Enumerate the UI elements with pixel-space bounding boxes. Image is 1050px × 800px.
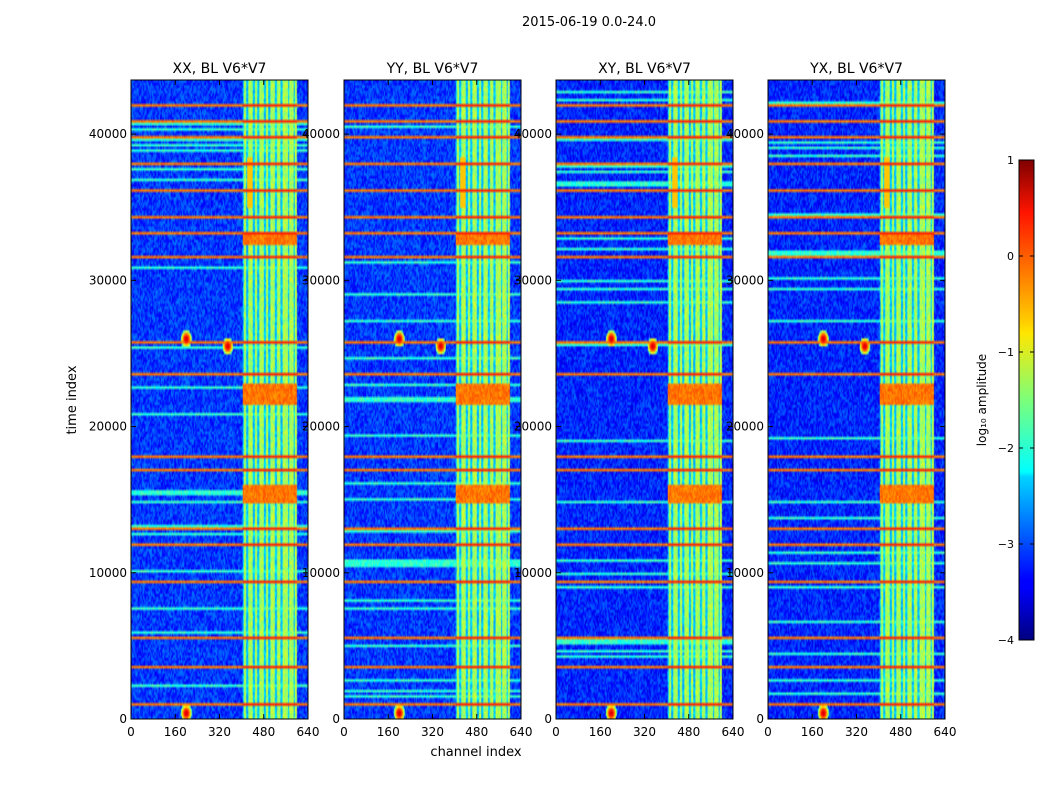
x-tick-label: 640 bbox=[510, 725, 533, 739]
x-tick-label: 480 bbox=[465, 725, 488, 739]
y-tick-label: 20000 bbox=[514, 420, 552, 434]
colorbar-tick-label: 1 bbox=[1007, 154, 1014, 167]
x-tick-label: 480 bbox=[252, 725, 275, 739]
panel-title: XX, BL V6*V7 bbox=[173, 61, 267, 77]
y-tick-label: 10000 bbox=[302, 566, 340, 580]
y-tick-label: 40000 bbox=[514, 127, 552, 141]
x-tick-label: 0 bbox=[552, 725, 560, 739]
panel-yx: YX, BL V6*V7 0 160 320 480 640 0 10000 20000 3000… bbox=[726, 61, 957, 739]
y-tick-label: 20000 bbox=[726, 420, 764, 434]
panel-xy: XY, BL V6*V7 0 160 320 480 640 0 10000 20000 3000… bbox=[514, 61, 745, 739]
x-tick-label: 640 bbox=[722, 725, 745, 739]
suptitle: 2015-06-19 0.0-24.0 bbox=[522, 15, 656, 30]
panel-title: YY, BL V6*V7 bbox=[386, 61, 479, 77]
y-tick-label: 10000 bbox=[514, 566, 552, 580]
colorbar-tick-label: −2 bbox=[998, 442, 1014, 455]
heatmap-image-xx bbox=[131, 80, 308, 719]
y-tick-label: 30000 bbox=[726, 273, 764, 287]
x-tick-label: 320 bbox=[633, 725, 656, 739]
x-tick-label: 0 bbox=[764, 725, 772, 739]
x-tick-label: 640 bbox=[934, 725, 957, 739]
panel-yy: YY, BL V6*V7 0 160 320 480 640 0 10000 20000 3000… bbox=[302, 61, 533, 739]
x-tick-label: 480 bbox=[677, 725, 700, 739]
x-tick-label: 0 bbox=[127, 725, 135, 739]
colorbar-ticks: 1 0 −1 −2 −3 −4 bbox=[998, 154, 1034, 647]
y-tick-label: 10000 bbox=[89, 566, 127, 580]
x-tick-label: 160 bbox=[377, 725, 400, 739]
y-tick-label: 40000 bbox=[89, 127, 127, 141]
y-tick-label: 40000 bbox=[726, 127, 764, 141]
x-tick-label: 480 bbox=[889, 725, 912, 739]
y-tick-label: 30000 bbox=[89, 273, 127, 287]
y-tick-label: 20000 bbox=[302, 420, 340, 434]
x-tick-label: 320 bbox=[208, 725, 231, 739]
panel-xx: XX, BL V6*V7 0 160 320 480 640 0 10000 20000 3000… bbox=[89, 61, 320, 739]
x-tick-label: 0 bbox=[340, 725, 348, 739]
colorbar-tick-label: −3 bbox=[998, 538, 1014, 551]
y-tick-label: 10000 bbox=[726, 566, 764, 580]
y-tick-label: 0 bbox=[119, 712, 127, 726]
panel-title: YX, BL V6*V7 bbox=[809, 61, 903, 77]
x-tick-label: 160 bbox=[164, 725, 187, 739]
colorbar-tick-label: −4 bbox=[998, 634, 1014, 647]
y-tick-label: 0 bbox=[332, 712, 340, 726]
y-tick-label: 0 bbox=[756, 712, 764, 726]
x-tick-label: 640 bbox=[297, 725, 320, 739]
y-axis-label: time index bbox=[65, 365, 80, 434]
y-tick-label: 40000 bbox=[302, 127, 340, 141]
y-tick-label: 30000 bbox=[302, 273, 340, 287]
colorbar-tick-label: 0 bbox=[1007, 250, 1014, 263]
heatmap-image-yx bbox=[768, 80, 945, 719]
heatmap-image-xy bbox=[556, 80, 733, 719]
x-tick-label: 160 bbox=[801, 725, 824, 739]
y-tick-label: 20000 bbox=[89, 420, 127, 434]
colorbar: 1 0 −1 −2 −3 −4 log₁₀ amplitude bbox=[975, 154, 1035, 647]
x-tick-label: 320 bbox=[845, 725, 868, 739]
heatmap-panels: XX, BL V6*V7 0 160 320 480 640 0 10000 20000 3000… bbox=[89, 61, 957, 739]
colorbar-gradient bbox=[1018, 159, 1035, 641]
y-tick-label: 30000 bbox=[514, 273, 552, 287]
x-axis-label: channel index bbox=[430, 745, 521, 760]
colorbar-label: log₁₀ amplitude bbox=[975, 354, 989, 446]
y-tick-label: 0 bbox=[544, 712, 552, 726]
x-tick-label: 320 bbox=[421, 725, 444, 739]
heatmap-image-yy bbox=[344, 80, 521, 719]
colorbar-tick-label: −1 bbox=[998, 346, 1014, 359]
panel-title: XY, BL V6*V7 bbox=[598, 61, 691, 77]
x-tick-label: 160 bbox=[589, 725, 612, 739]
